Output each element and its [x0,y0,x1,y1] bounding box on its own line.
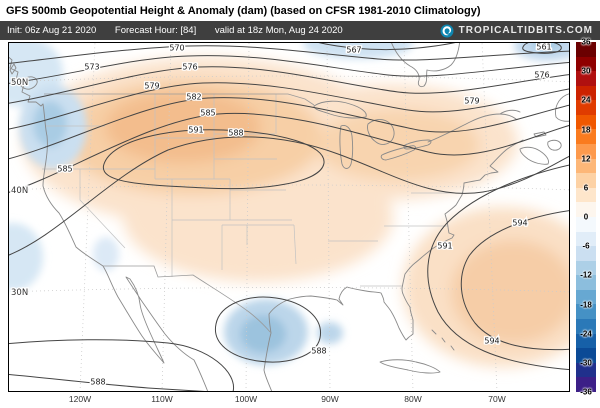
colorbar-segment [576,289,596,305]
lon-label-120w: 120W [68,394,92,404]
colorbar-tick: 36 [581,37,591,47]
colorbar-segment [576,231,596,247]
init-time: Init: 06z Aug 21 2020 [7,25,97,36]
colorbar-segment [576,56,596,72]
watermark: TROPICALTIDBITS.COM [458,25,593,36]
lon-label-110w: 110W [151,394,173,404]
colorbar-segments [576,42,596,392]
negative-anomaly-shading [8,42,570,365]
map-frame [8,42,570,392]
lon-label-70w: 70W [488,394,506,404]
colorbar-tick: -12 [580,270,592,280]
contour-label: 588 [228,129,243,138]
colorbar-segment [576,216,596,232]
contour-label: 567 [346,46,361,55]
colorbar-tick: -30 [580,358,592,368]
colorbar-tick: -18 [580,300,592,309]
lat-label-40n: 40N [11,186,28,196]
colorbar-segment [576,158,596,174]
colorbar-tick: 18 [581,125,591,134]
valid-time: valid at 18z Mon, Aug 24 2020 [214,25,343,36]
contour-label: 579 [144,82,159,91]
title-bar: GFS 500mb Geopotential Height & Anomaly … [0,0,600,21]
country-borders [44,93,315,334]
lon-label-90w: 90W [321,394,339,404]
colorbar-segment [576,348,596,363]
colorbar-segment [576,377,596,392]
lat-label-50n: 50N [11,78,28,88]
contour-label: 585 [57,165,72,174]
colorbar-segment [576,173,596,188]
contour-label: 594 [484,337,499,346]
map-area: 570 567 561 573 576 576 579 579 582 585 585 588 591 5… [0,38,600,408]
contour-label: 585 [200,109,215,118]
contour-lines [8,42,570,392]
longitude-axis: 120W 110W 100W 90W 80W 70W [8,394,570,408]
forecast-hour: Forecast Hour: [84] [114,25,197,36]
colorbar-segment [576,42,596,57]
colorbar-tick: 0 [583,212,589,222]
weather-map: 570 567 561 573 576 576 579 579 582 585 585 588 591 5… [8,42,570,392]
contour-label: 594 [512,219,527,228]
colorbar-segment [576,260,596,276]
hurricane-logo-icon [440,24,454,37]
colorbar-tick: -36 [580,387,592,397]
colorbar-segment [576,129,596,145]
colorbar-segment [576,333,596,349]
colorbar-tick: 6 [583,183,589,193]
colorbar-segment [576,362,596,378]
contour-label: 576 [182,63,197,72]
state-borders [42,94,454,287]
info-bar: Init: 06z Aug 21 2020 Forecast Hour: [84… [0,21,600,40]
contour-label: 573 [84,63,99,72]
branding: TROPICALTIDBITS.COM [440,24,593,38]
colorbar-tick: -6 [582,241,590,251]
anomaly-colorbar: 36 30 24 18 12 6 0 -6 -12 -18 -24 -30 -36 [576,38,596,397]
lat-label-30n: 30N [11,288,28,298]
map-title: GFS 500mb Geopotential Height & Anomaly … [6,4,481,17]
contour-label: 591 [188,126,203,135]
colorbar-tick: 24 [581,95,591,105]
colorbar-tick: -24 [580,329,592,339]
colorbar-segment [576,275,596,290]
colorbar-segment [576,318,596,334]
contour-label: 588 [90,378,105,387]
contour-label: 570 [169,44,184,53]
colorbar-segment [576,71,596,86]
contour-label: 579 [464,97,479,106]
contour-label: 561 [536,43,551,52]
colorbar-segment [576,246,596,261]
lon-label-80w: 80W [404,394,422,404]
contour-label: 582 [186,93,201,102]
colorbar-segment [576,304,596,319]
contour-label: 588 [311,347,326,356]
contour-label: 576 [534,71,549,80]
colorbar-segment [576,187,596,203]
colorbar-tick: 30 [581,66,591,76]
colorbar-tick: 12 [581,154,591,164]
colorbar-segment [576,85,596,101]
colorbar-segment [576,144,596,159]
colorbar-segment [576,202,596,217]
lon-label-100w: 100W [234,394,258,404]
colorbar-ticks: 36 30 24 18 12 6 0 -6 -12 -18 -24 -30 -36 [576,38,596,397]
run-info: Init: 06z Aug 21 2020 Forecast Hour: [84… [7,25,359,36]
contour-label-layer: 570 567 561 573 576 576 579 579 582 585 585 588 591 5… [56,42,553,388]
colorbar-segment [576,114,596,130]
colorbar-segment [576,100,596,115]
contour-label: 591 [437,242,452,251]
coastlines [8,42,570,392]
